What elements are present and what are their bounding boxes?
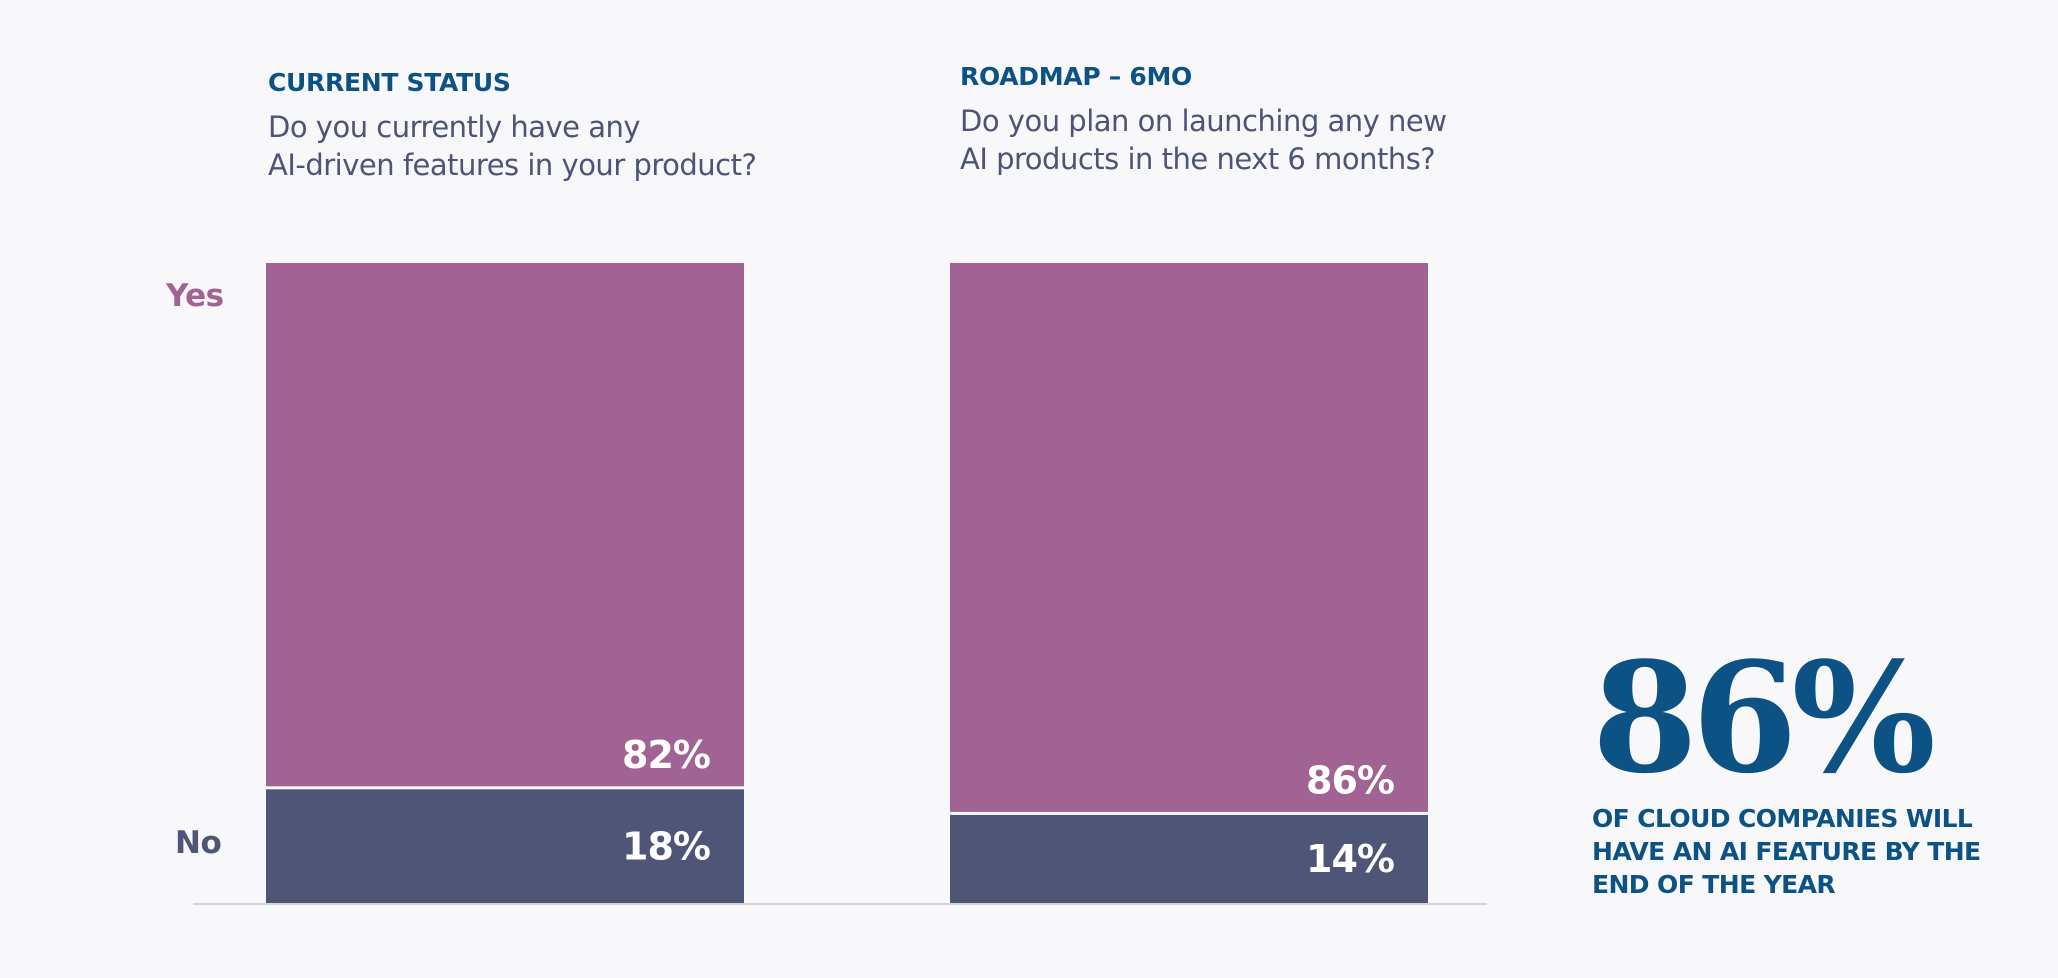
panel-question: Do you currently have any AI-driven feat… [268, 108, 757, 184]
callout-value: 86% [1592, 628, 1936, 807]
question-line: AI-driven features in your product? [268, 148, 757, 182]
panel-header-roadmap: ROADMAP – 6MO Do you plan on launching a… [960, 62, 1447, 178]
question-line: Do you currently have any [268, 110, 641, 144]
bar-segment-yes [950, 263, 1428, 812]
panel-eyebrow: ROADMAP – 6MO [960, 62, 1193, 91]
bar-segment-no [950, 814, 1428, 903]
bar-label-yes: 82% [622, 733, 710, 777]
question-line: Do you plan on launching any new [960, 104, 1447, 138]
bar-label-no: 14% [1306, 837, 1394, 881]
category-label-no: No [175, 825, 222, 861]
panel-header-current-status: CURRENT STATUS Do you currently have any… [268, 68, 757, 184]
bar-segment-yes [266, 263, 744, 787]
callout-caption: OF CLOUD COMPANIES WILL HAVE AN AI FEATU… [1592, 802, 2012, 901]
bar-label-no: 18% [622, 824, 710, 868]
panel-question: Do you plan on launching any new AI prod… [960, 102, 1447, 178]
callout-line: HAVE AN AI FEATURE BY THE [1592, 837, 1981, 866]
callout-line: OF CLOUD COMPANIES WILL [1592, 804, 1973, 833]
bar-label-yes: 86% [1306, 758, 1394, 802]
callout-line: END OF THE YEAR [1592, 870, 1836, 899]
question-line: AI products in the next 6 months? [960, 142, 1436, 176]
stat-callout: 86% OF CLOUD COMPANIES WILL HAVE AN AI F… [1592, 628, 2012, 901]
panel-eyebrow: CURRENT STATUS [268, 68, 511, 97]
category-label-yes: Yes [166, 278, 224, 314]
bar-segment-no [266, 789, 744, 903]
